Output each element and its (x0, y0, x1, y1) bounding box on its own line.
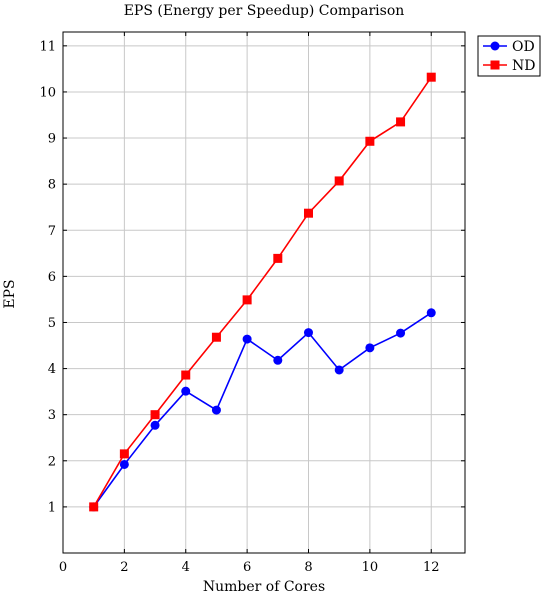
data-point-nd (181, 370, 191, 380)
chart-title: EPS (Energy per Speedup) Comparison (124, 3, 405, 19)
plot-frame (62, 31, 466, 554)
x-tick-label: 6 (243, 560, 251, 575)
legend-entry-od: OD (483, 39, 535, 55)
x-tick-label: 12 (423, 560, 440, 575)
data-point-nd (334, 176, 344, 186)
series-line-od (93, 312, 432, 508)
legend-label: ND (512, 58, 535, 74)
x-tick-label: 0 (59, 560, 67, 575)
x-axis-title: Number of Cores (203, 579, 325, 595)
y-tick-label: 6 (48, 270, 56, 285)
legend-marker-square (490, 60, 500, 70)
legend-entry-nd: ND (483, 58, 535, 74)
series-layer (89, 72, 436, 512)
legend-marker-circle (490, 41, 500, 51)
y-tick-label: 4 (48, 362, 56, 377)
y-axis-title: EPS (2, 279, 18, 308)
series-line-nd (92, 76, 432, 508)
y-tick-label: 3 (48, 408, 56, 423)
data-point-od (365, 343, 375, 353)
data-point-nd (303, 208, 313, 218)
y-tick-label: 8 (48, 178, 56, 193)
y-tick-label: 1 (48, 500, 56, 515)
legend-entries: OD ND (483, 39, 535, 74)
series-nd (89, 72, 436, 512)
grid-layer (63, 32, 465, 553)
data-point-nd (273, 253, 283, 263)
data-point-nd (242, 295, 252, 305)
x-tick-label: 10 (362, 560, 379, 575)
data-point-od (273, 355, 283, 365)
y-tick-label: 7 (48, 224, 56, 239)
data-point-od (334, 365, 344, 375)
data-point-od (181, 386, 191, 396)
y-tick-label: 9 (48, 132, 56, 147)
data-point-nd (396, 117, 406, 127)
legend-label: OD (512, 39, 535, 55)
x-tick-label: 8 (304, 560, 312, 575)
data-point-od (211, 405, 221, 415)
data-point-nd (89, 502, 99, 512)
data-point-od (119, 459, 129, 469)
data-point-od (150, 420, 160, 430)
data-point-nd (119, 449, 129, 459)
y-tick-label: 10 (39, 85, 56, 100)
legend-box (477, 35, 541, 77)
data-point-nd (211, 332, 221, 342)
legend: OD ND (477, 35, 541, 77)
data-point-nd (365, 136, 375, 146)
y-tick-label: 11 (39, 39, 56, 54)
data-point-nd (150, 410, 160, 420)
data-point-od (396, 328, 406, 338)
data-point-nd (426, 72, 436, 82)
data-point-od (242, 334, 252, 344)
series-od (89, 308, 436, 512)
data-point-od (426, 308, 436, 318)
x-tick-label: 4 (182, 560, 190, 575)
data-point-od (303, 328, 313, 338)
y-tick-label: 5 (48, 316, 56, 331)
x-tick-label: 2 (120, 560, 128, 575)
y-tick-label: 2 (48, 454, 56, 469)
